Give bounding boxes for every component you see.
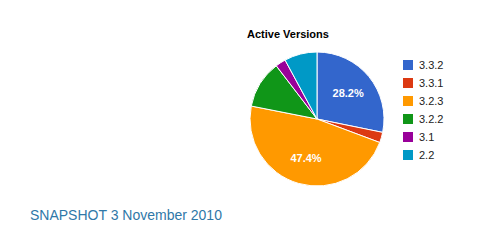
legend-label: 3.3.2 bbox=[419, 59, 443, 71]
legend-item: 3.2.2 bbox=[403, 113, 443, 125]
legend-item: 3.2.3 bbox=[403, 95, 443, 107]
legend-swatch bbox=[403, 132, 413, 142]
legend-item: 3.3.1 bbox=[403, 77, 443, 89]
legend-label: 3.2.2 bbox=[419, 113, 443, 125]
legend-swatch bbox=[403, 78, 413, 88]
slice bbox=[285, 52, 317, 119]
slice bbox=[317, 52, 384, 132]
legend: 3.3.2 3.3.1 3.2.3 3.2.2 3.1 2.2 bbox=[403, 59, 443, 161]
data-label: 28.2% bbox=[333, 87, 364, 99]
legend-swatch bbox=[403, 114, 413, 124]
chart: Active Versions SNAPSHOT 3 November 2010 2… bbox=[0, 0, 488, 239]
legend-item: 3.1 bbox=[403, 131, 434, 143]
legend-label: 3.1 bbox=[419, 131, 434, 143]
subtitle: SNAPSHOT 3 November 2010 bbox=[30, 207, 222, 223]
legend-label: 3.3.1 bbox=[419, 77, 443, 89]
data-label: 47.4% bbox=[290, 152, 321, 164]
title: Active Versions bbox=[247, 28, 329, 40]
pie: 28.2% 47.4% bbox=[250, 52, 384, 186]
legend-item: 2.2 bbox=[403, 149, 434, 161]
legend-item: 3.3.2 bbox=[403, 59, 443, 71]
legend-swatch bbox=[403, 60, 413, 70]
legend-swatch bbox=[403, 96, 413, 106]
legend-label: 2.2 bbox=[419, 149, 434, 161]
legend-label: 3.2.3 bbox=[419, 95, 443, 107]
legend-swatch bbox=[403, 150, 413, 160]
